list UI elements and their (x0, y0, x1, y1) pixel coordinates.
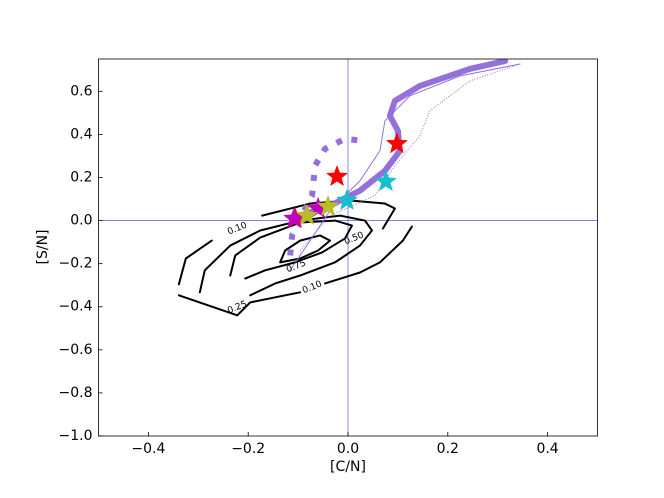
star-marker (374, 169, 398, 192)
x-axis-label: [C/N] (330, 459, 366, 475)
contour-label: 0.10 (226, 221, 249, 238)
x-tick-label: −0.2 (231, 441, 265, 457)
y-tick-label: −0.4 (59, 299, 93, 315)
x-tick-label: 0.4 (536, 441, 558, 457)
y-tick-label: −0.8 (59, 385, 93, 401)
y-tick-label: −0.2 (59, 256, 93, 272)
y-axis-label: [S/N] (35, 230, 51, 265)
star-marker (325, 164, 349, 187)
series-line (289, 63, 521, 271)
y-tick-label: 0.6 (70, 83, 92, 99)
x-tick-label: −0.4 (131, 441, 165, 457)
y-tick-label: 0.4 (70, 126, 92, 142)
series-line (279, 234, 332, 264)
plot-frame (98, 58, 598, 437)
y-tick-label: −1.0 (59, 428, 93, 444)
series-line (297, 59, 509, 219)
series-line (324, 225, 413, 285)
star-marker (316, 194, 340, 217)
star-marker (385, 132, 409, 154)
plot-area (98, 59, 598, 436)
star-marker (335, 188, 359, 211)
contour-label: 0.50 (343, 230, 366, 247)
series-line (261, 199, 396, 230)
series-line (177, 291, 302, 317)
y-tick-label: −0.6 (59, 342, 93, 358)
contour-label: 0.10 (301, 279, 324, 296)
series-line (177, 239, 213, 286)
series-line (198, 214, 373, 297)
series-line (229, 219, 353, 280)
y-tick-label: 0.0 (70, 213, 92, 229)
series-line (287, 135, 363, 256)
y-tick-label: 0.2 (70, 169, 92, 185)
star-marker (295, 203, 319, 226)
x-tick-label: 0.2 (437, 441, 459, 457)
x-tick-label: 0.0 (337, 441, 359, 457)
contour-label: 0.25 (226, 299, 248, 316)
